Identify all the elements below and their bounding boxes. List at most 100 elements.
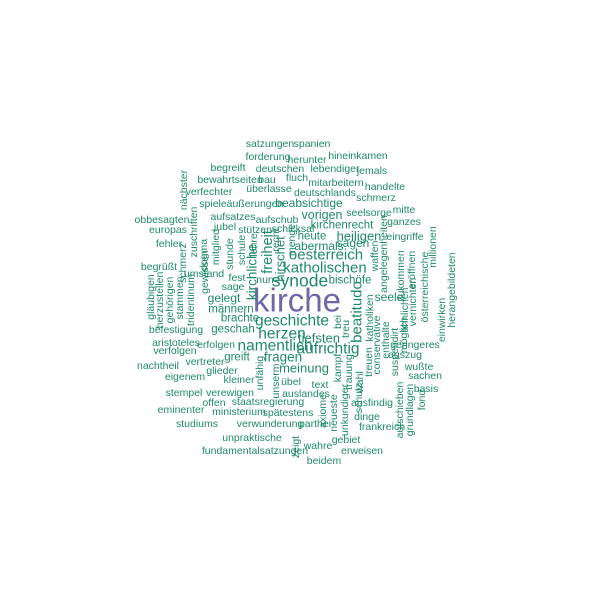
cloud-word: nun	[256, 273, 274, 286]
cloud-word: recht	[269, 228, 282, 252]
cloud-word: kirche	[252, 281, 342, 319]
cloud-word: axiome	[316, 394, 329, 428]
cloud-word: gelegt	[207, 291, 241, 305]
cloud-word: kleiner	[223, 373, 255, 386]
cloud-word: befestigung	[148, 323, 204, 336]
cloud-word: aufrichtig	[296, 340, 360, 358]
cloud-word: deutschlands	[294, 186, 356, 199]
cloud-word: überlasse	[246, 182, 292, 195]
cloud-word: sachen	[408, 369, 442, 382]
cloud-word: meinung	[279, 360, 329, 376]
cloud-word: mitarbeitern	[308, 176, 364, 189]
cloud-word: unkundiger	[338, 384, 351, 436]
cloud-word: eingriffe	[386, 230, 424, 243]
cloud-word: lehre	[247, 233, 260, 257]
cloud-word: bei	[331, 314, 344, 330]
cloud-word: schutz	[352, 382, 365, 414]
cloud-word: unserm	[269, 363, 282, 399]
cloud-word: katholischen	[283, 259, 367, 277]
cloud-word: spanien	[293, 137, 331, 150]
cloud-word: wußte	[404, 360, 434, 373]
cloud-word: ministerium	[212, 405, 266, 418]
cloud-word: erfolgen	[197, 338, 235, 351]
cloud-word: verfolgen	[153, 344, 197, 357]
cloud-word: begrüßt	[140, 260, 178, 273]
cloud-word: gewissen	[198, 250, 211, 294]
cloud-word: zeigt	[289, 435, 302, 459]
cloud-word: stammen	[173, 276, 186, 320]
cloud-word: frankreich	[358, 420, 406, 433]
cloud-word: nächster	[177, 169, 190, 211]
cloud-word: staatsregierung	[231, 395, 305, 408]
cloud-word: basis	[413, 382, 439, 395]
cloud-word: wahre	[303, 439, 333, 452]
cloud-word: verwunderung	[236, 417, 304, 430]
cloud-word: aufschub	[255, 213, 299, 226]
cloud-word: greift	[224, 351, 250, 364]
cloud-word: dinge	[354, 410, 380, 423]
cloud-word: offen	[202, 396, 226, 409]
cloud-word: herunter	[287, 153, 327, 166]
cloud-word: gläubigen	[144, 274, 157, 320]
cloud-word: forderung	[245, 150, 291, 163]
cloud-word: begreift	[210, 161, 246, 174]
cloud-word: ganzes	[387, 215, 421, 228]
cloud-word: fluch	[285, 171, 309, 184]
cloud-word: hineinkamen	[328, 149, 388, 162]
cloud-word: fest	[228, 271, 246, 284]
cloud-word: tridentinum	[184, 274, 197, 326]
cloud-word: unfähig	[253, 355, 266, 391]
cloud-word: auslandes	[282, 387, 330, 400]
cloud-word: tiefsten	[298, 330, 340, 346]
cloud-word: eminenter	[157, 403, 205, 416]
cloud-word: bewahrtseiten	[197, 173, 263, 186]
cloud-word: schule	[235, 234, 248, 266]
cloud-word: geschah	[211, 323, 255, 336]
cloud-word: ausfindig	[350, 396, 394, 409]
cloud-word: auszug	[388, 348, 422, 361]
cloud-word: bau	[258, 173, 276, 186]
cloud-word: erweisen	[340, 444, 384, 457]
cloud-word: parthei	[298, 417, 332, 430]
cloud-word: heiligen	[336, 228, 382, 244]
cloud-word: spiele	[199, 197, 227, 210]
cloud-word: unpraktische	[222, 431, 282, 444]
cloud-word: abermals	[294, 239, 344, 253]
cloud-word: schmerz	[356, 191, 396, 204]
cloud-word: neueste	[327, 394, 340, 432]
cloud-word: kampf	[331, 353, 344, 383]
cloud-word: angelegenheiten	[377, 215, 390, 293]
cloud-word: europas	[149, 223, 187, 236]
cloud-word: schicksal	[271, 222, 315, 235]
cloud-word: stempel	[165, 386, 203, 399]
cloud-word: stützen	[238, 223, 272, 236]
cloud-word: spätestens	[262, 406, 314, 419]
cloud-word: fragen	[263, 349, 303, 365]
cloud-word: fundamentalsatzungen	[201, 444, 309, 457]
cloud-word: nachtheil	[136, 359, 180, 372]
cloud-word: aufsatzes	[210, 210, 256, 223]
cloud-word: vertreter	[185, 355, 225, 368]
cloud-word: obbesagten	[134, 213, 190, 226]
cloud-word: namentlich	[237, 337, 313, 355]
cloud-word: text	[311, 378, 329, 391]
cloud-word: kirchenrecht	[310, 219, 374, 232]
cloud-word: glieder	[206, 364, 238, 377]
cloud-word: studiums	[175, 417, 219, 430]
cloud-word: beatitudo	[348, 281, 366, 343]
cloud-word: handelte	[364, 180, 406, 193]
cloud-word: sagen	[336, 236, 370, 250]
cloud-word: sage	[221, 280, 245, 293]
cloud-word: umstand	[183, 267, 225, 280]
cloud-word: brachte	[220, 312, 260, 325]
cloud-word: oesterreich	[288, 246, 364, 264]
cloud-word: eigenem	[164, 370, 206, 383]
cloud-word: mitglied	[209, 228, 222, 266]
cloud-word: männern	[208, 303, 254, 316]
cloud-word: aristoteles	[152, 336, 200, 349]
cloud-word: verewigen	[206, 386, 254, 399]
cloud-word: waffen	[368, 240, 381, 272]
cloud-word: beidem	[306, 454, 342, 467]
cloud-word: geringeres	[390, 338, 440, 351]
